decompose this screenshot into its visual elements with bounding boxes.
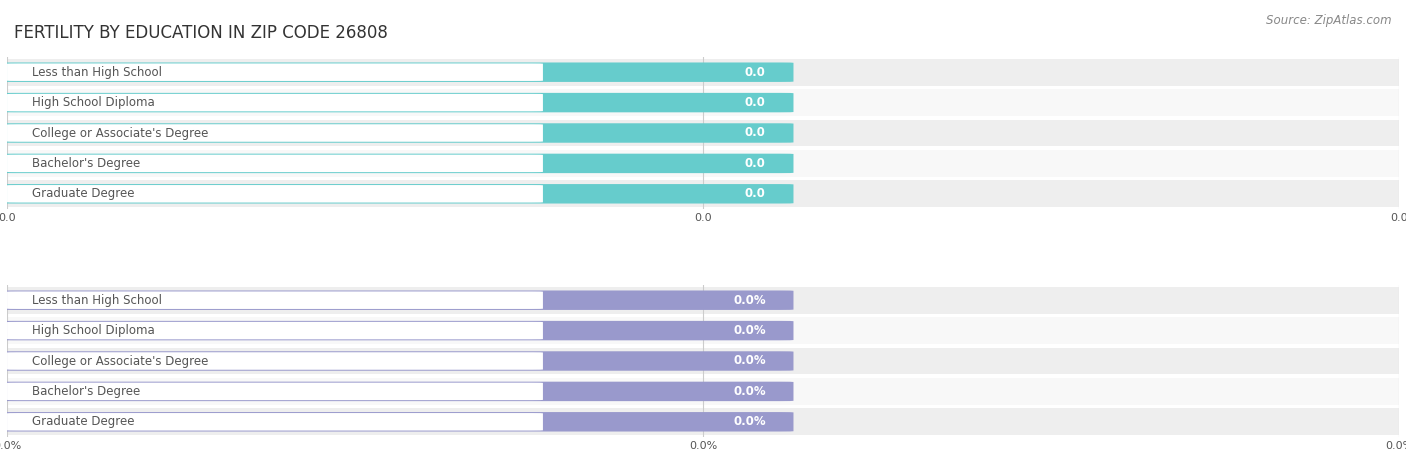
Text: 0.0: 0.0 <box>745 126 766 140</box>
FancyBboxPatch shape <box>0 382 793 401</box>
FancyBboxPatch shape <box>0 154 793 173</box>
Text: 0.0%: 0.0% <box>733 294 766 307</box>
Text: 0.0%: 0.0% <box>733 354 766 368</box>
Text: 0.0: 0.0 <box>745 66 766 79</box>
Text: 0.0: 0.0 <box>745 187 766 200</box>
Text: Less than High School: Less than High School <box>32 294 162 307</box>
Bar <box>7 150 1399 177</box>
FancyBboxPatch shape <box>7 185 543 202</box>
Text: 0.0%: 0.0% <box>733 385 766 398</box>
Text: FERTILITY BY EDUCATION IN ZIP CODE 26808: FERTILITY BY EDUCATION IN ZIP CODE 26808 <box>14 24 388 42</box>
FancyBboxPatch shape <box>0 184 793 203</box>
FancyBboxPatch shape <box>0 321 793 340</box>
Bar <box>7 378 1399 405</box>
FancyBboxPatch shape <box>7 292 543 309</box>
Text: High School Diploma: High School Diploma <box>32 96 155 109</box>
Bar <box>7 180 1399 207</box>
Text: Bachelor's Degree: Bachelor's Degree <box>32 385 141 398</box>
FancyBboxPatch shape <box>0 412 793 431</box>
Text: College or Associate's Degree: College or Associate's Degree <box>32 354 208 368</box>
Text: 0.0: 0.0 <box>745 96 766 109</box>
FancyBboxPatch shape <box>7 383 543 400</box>
FancyBboxPatch shape <box>7 155 543 172</box>
FancyBboxPatch shape <box>7 94 543 111</box>
FancyBboxPatch shape <box>7 352 543 370</box>
FancyBboxPatch shape <box>7 322 543 339</box>
FancyBboxPatch shape <box>0 93 793 112</box>
Bar <box>7 287 1399 314</box>
FancyBboxPatch shape <box>0 63 793 82</box>
Bar <box>7 59 1399 86</box>
FancyBboxPatch shape <box>7 413 543 430</box>
Bar <box>7 89 1399 116</box>
Text: 0.0: 0.0 <box>745 157 766 170</box>
FancyBboxPatch shape <box>7 124 543 142</box>
Text: Less than High School: Less than High School <box>32 66 162 79</box>
Text: High School Diploma: High School Diploma <box>32 324 155 337</box>
FancyBboxPatch shape <box>0 124 793 142</box>
FancyBboxPatch shape <box>0 291 793 310</box>
Text: Graduate Degree: Graduate Degree <box>32 415 135 428</box>
Bar <box>7 120 1399 146</box>
FancyBboxPatch shape <box>0 352 793 370</box>
Text: 0.0%: 0.0% <box>733 324 766 337</box>
Text: Graduate Degree: Graduate Degree <box>32 187 135 200</box>
FancyBboxPatch shape <box>7 64 543 81</box>
Text: Source: ZipAtlas.com: Source: ZipAtlas.com <box>1267 14 1392 27</box>
Text: Bachelor's Degree: Bachelor's Degree <box>32 157 141 170</box>
Bar <box>7 348 1399 374</box>
Bar <box>7 408 1399 435</box>
Bar <box>7 317 1399 344</box>
Text: 0.0%: 0.0% <box>733 415 766 428</box>
Text: College or Associate's Degree: College or Associate's Degree <box>32 126 208 140</box>
